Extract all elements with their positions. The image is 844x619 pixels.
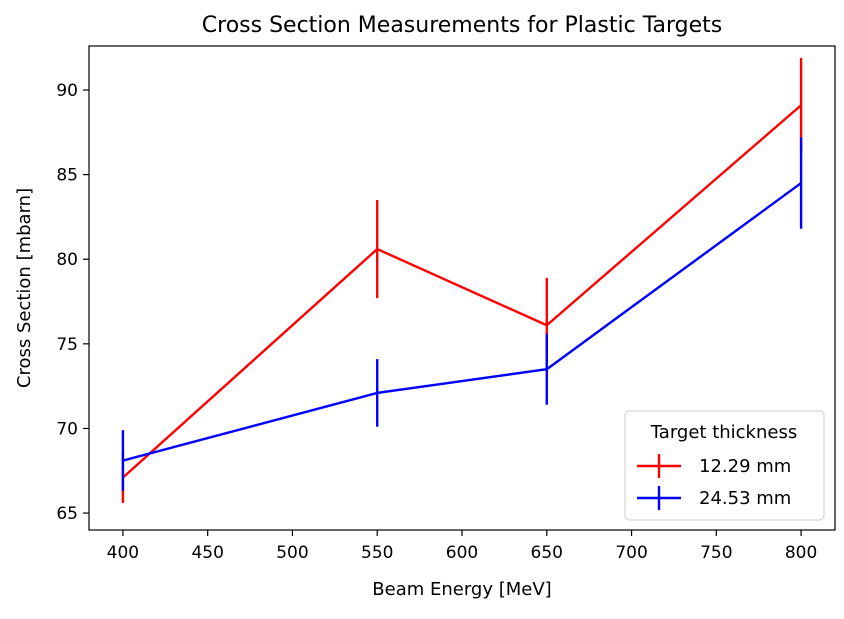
x-axis: 400 450 500 550 600 650 700 750 800 xyxy=(107,530,817,563)
legend-entries: 12.29 mm 24.53 mm xyxy=(637,454,791,510)
x-tick-label: 600 xyxy=(446,543,478,563)
x-tick-label: 450 xyxy=(191,543,223,563)
series-line xyxy=(122,182,802,462)
legend-title: Target thickness xyxy=(650,422,797,443)
series-2 xyxy=(121,137,803,492)
legend-entry-label: 24.53 mm xyxy=(699,488,791,509)
y-tick-label: 75 xyxy=(56,335,78,355)
y-tick-label: 90 xyxy=(56,81,78,101)
y-tick-label: 80 xyxy=(56,250,78,270)
legend-entry-label: 12.29 mm xyxy=(699,456,791,477)
x-tick-label: 400 xyxy=(107,543,139,563)
y-axis-label: Cross Section [mbarn] xyxy=(14,188,35,388)
series-line xyxy=(122,104,802,479)
y-tick-label: 65 xyxy=(56,504,78,524)
x-tick-label: 800 xyxy=(785,543,817,563)
x-axis-label: Beam Energy [MeV] xyxy=(372,579,551,600)
plot-area: 400 450 500 550 600 650 700 750 800 65 70 75 80 85 90 xyxy=(56,45,836,563)
x-tick-label: 650 xyxy=(531,543,563,563)
x-tick-label: 550 xyxy=(361,543,393,563)
x-tick-label: 750 xyxy=(700,543,732,563)
x-tick-label: 700 xyxy=(615,543,647,563)
y-tick-label: 85 xyxy=(56,166,78,186)
legend-frame xyxy=(624,410,825,521)
y-axis: 65 70 75 80 85 90 xyxy=(56,81,89,524)
legend: Target thickness 12.29 mm 24.53 mm xyxy=(624,410,825,521)
series-layer xyxy=(121,57,803,503)
y-tick-label: 70 xyxy=(56,419,78,439)
chart-title: Cross Section Measurements for Plastic T… xyxy=(202,13,722,38)
x-tick-label: 500 xyxy=(276,543,308,563)
